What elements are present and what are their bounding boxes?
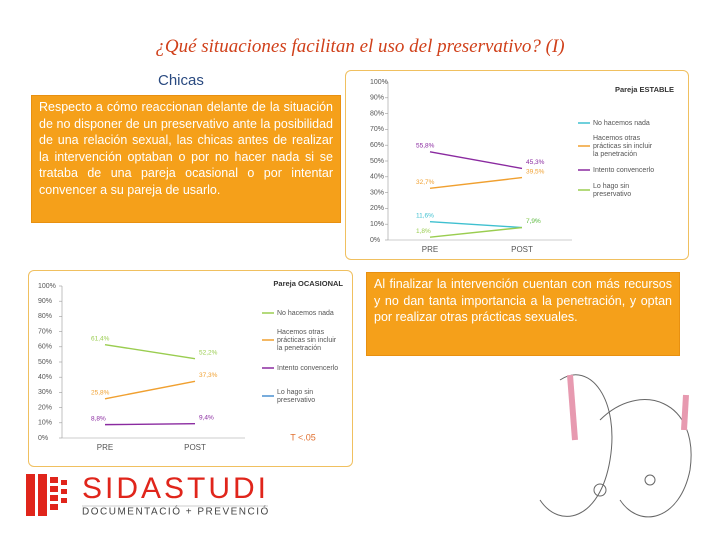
series-line	[104, 423, 196, 426]
legend-label: Lo hago sin preservativo	[593, 183, 631, 198]
data-label: 7,9%	[526, 218, 541, 225]
data-label: 25,8%	[91, 390, 110, 397]
y-tick-label: 90%	[370, 95, 384, 102]
y-tick-label: 10%	[38, 420, 52, 427]
data-label: 7,9%	[526, 218, 541, 225]
chart-title: Pareja ESTABLE	[615, 85, 674, 94]
y-tick-label: 0%	[38, 435, 48, 442]
y-tick-label: 80%	[370, 110, 384, 117]
series-line	[429, 226, 523, 238]
data-label: 52,2%	[199, 349, 218, 356]
legend-label: No hacemos nada	[593, 120, 650, 127]
legend-label: Intento convencerlo	[277, 365, 338, 372]
series-line	[104, 380, 196, 400]
y-tick-label: 30%	[370, 189, 384, 196]
chart-title: Pareja OCASIONAL	[273, 279, 343, 288]
y-tick-label: 0%	[370, 237, 380, 244]
annotation: T <.05	[290, 432, 316, 442]
data-label: 55,8%	[416, 143, 435, 150]
legend-label: Intento convencerlo	[593, 167, 654, 174]
y-tick-label: 40%	[38, 374, 52, 381]
y-tick-label: 60%	[370, 142, 384, 149]
y-tick-label: 70%	[38, 328, 52, 335]
data-label: 11,6%	[416, 212, 434, 219]
illustration	[539, 374, 692, 518]
chart-frame	[28, 270, 353, 467]
y-tick-label: 10%	[370, 221, 384, 228]
y-tick-label: 60%	[38, 344, 52, 351]
y-tick-label: 100%	[370, 79, 388, 86]
heading: Chicas	[158, 72, 204, 89]
y-tick-label: 20%	[370, 205, 384, 212]
y-tick-label: 100%	[38, 283, 56, 290]
series-line	[429, 220, 523, 229]
slide-title: ¿Qué situaciones facilitan el uso del pr…	[155, 36, 565, 57]
logo	[26, 474, 67, 516]
data-label: 32,7%	[416, 179, 435, 186]
y-tick-label: 50%	[38, 359, 52, 366]
series-line	[104, 343, 196, 360]
y-tick-label: 30%	[38, 389, 52, 396]
text-box: Respecto a cómo reaccionan delante de la…	[31, 95, 341, 223]
data-label: 8,8%	[91, 415, 106, 422]
y-tick-label: 90%	[38, 298, 52, 305]
y-tick-label: 50%	[370, 158, 384, 165]
text-box: Al finalizar la intervención cuentan con…	[366, 272, 680, 356]
legend-label: Lo hago sin preservativo	[277, 389, 315, 404]
logo-name: SIDASTUDI	[82, 472, 269, 505]
y-tick-label: 70%	[370, 126, 384, 133]
y-tick-label: 80%	[38, 313, 52, 320]
legend-label: No hacemos nada	[277, 310, 334, 317]
data-label: 61,4%	[91, 335, 110, 342]
y-tick-label: 20%	[38, 404, 52, 411]
series-line	[429, 176, 523, 190]
y-tick-label: 40%	[370, 174, 384, 181]
legend-label: Hacemos otras prácticas sin incluir la pen…	[277, 329, 337, 352]
legend-label: Hacemos otras prácticas sin incluir la pen…	[593, 135, 653, 158]
series-line	[429, 151, 523, 170]
x-tick-label: POST	[184, 443, 206, 452]
data-label: 39,5%	[526, 168, 545, 175]
data-label: 45,3%	[526, 159, 545, 166]
data-label: 37,3%	[199, 372, 218, 379]
data-label: 9,4%	[199, 414, 214, 421]
data-label: 1,8%	[416, 228, 431, 235]
chart-frame	[345, 70, 689, 260]
x-tick-label: POST	[511, 245, 533, 254]
x-tick-label: PRE	[422, 245, 438, 254]
logo-tagline: DOCUMENTACIÓ + PREVENCIÓ	[82, 505, 270, 518]
x-tick-label: PRE	[97, 443, 113, 452]
